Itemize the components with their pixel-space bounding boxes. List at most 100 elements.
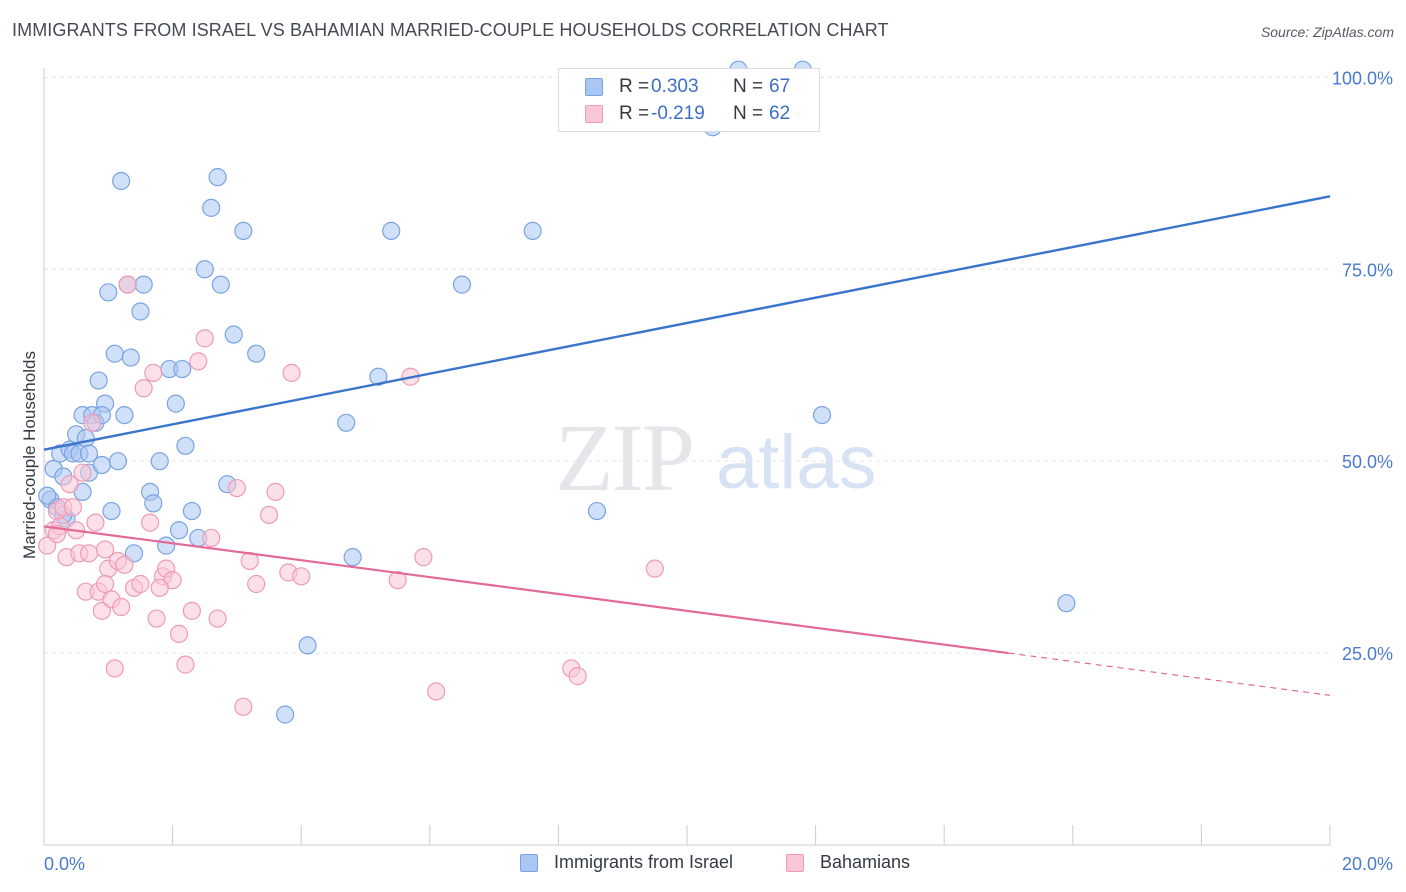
israel-point: [38, 486, 57, 505]
israel-point: [99, 283, 118, 302]
israel-point: [298, 636, 317, 655]
bahamians-point: [83, 413, 102, 432]
bahamians-point: [388, 571, 407, 590]
bahamians-point: [266, 482, 285, 501]
x-tick-label: 20.0%: [1342, 854, 1393, 874]
bahamians-point: [147, 609, 166, 628]
bahamians-point: [60, 475, 79, 494]
bahamians-swatch: [585, 105, 603, 123]
watermark-atlas: atlas: [716, 420, 877, 505]
israel-point: [166, 394, 185, 413]
bahamians-point: [131, 574, 150, 594]
grid: [44, 76, 1330, 654]
israel-trend-line: [43, 195, 1331, 451]
bahamians-point: [150, 578, 169, 597]
stats-row-israel: R = 0.303 N = 67: [559, 74, 819, 100]
watermark-zip: ZIP: [555, 404, 693, 511]
bahamians-point: [47, 525, 66, 544]
israel-point: [276, 705, 295, 724]
bahamians-point: [112, 597, 131, 617]
israel-point: [224, 325, 243, 344]
bahamians-trend-line: [43, 525, 1009, 655]
y-tick-label: 75.0%: [1342, 260, 1393, 280]
bahamians-point: [118, 275, 137, 294]
bahamians-point: [176, 655, 195, 674]
bahamians-point: [95, 574, 115, 594]
bahamians-point: [134, 379, 153, 398]
israel-point: [812, 406, 832, 425]
points: [38, 60, 1076, 724]
bahamians-point: [208, 609, 227, 628]
israel-point: [131, 302, 150, 321]
israel-point: [176, 436, 195, 455]
y-tick-label: 100.0%: [1332, 68, 1393, 88]
israel-point: [102, 501, 121, 521]
israel-point: [105, 344, 124, 363]
n-value: 62: [769, 103, 791, 124]
bahamians-point: [140, 513, 160, 532]
israel-point: [211, 275, 230, 294]
israel-point: [169, 521, 189, 540]
stats-row-bahamians: R = -0.219 N = 62: [559, 101, 819, 127]
r-value: -0.219: [651, 103, 705, 124]
bahamians-point: [86, 513, 105, 532]
y-tick-label: 25.0%: [1342, 644, 1393, 664]
israel-point: [369, 367, 388, 386]
bahamians-point: [227, 478, 246, 498]
source-label: Source: ZipAtlas.com: [1260, 24, 1394, 40]
tick-labels: 25.0% 50.0% 75.0% 100.0% 0.0% 20.0%: [44, 68, 1393, 874]
israel-point: [195, 260, 214, 279]
israel-point: [234, 221, 253, 240]
israel-point: [182, 501, 201, 521]
israel-point: [337, 413, 356, 432]
axes: [43, 68, 1331, 846]
bahamians-point: [105, 659, 124, 678]
israel-point: [121, 348, 140, 367]
israel-point: [1057, 594, 1076, 613]
bahamians-point: [645, 559, 664, 578]
bahamians-point: [63, 498, 83, 517]
israel-point: [134, 275, 153, 294]
israel-point: [382, 221, 401, 240]
bahamians-point: [292, 567, 311, 586]
n-label: N =: [733, 76, 764, 97]
israel-point: [108, 452, 128, 471]
legend-label: Bahamians: [820, 852, 911, 872]
israel-point: [452, 275, 472, 294]
bahamians-point: [202, 528, 221, 548]
r-label: R =: [619, 103, 650, 124]
israel-point: [89, 371, 108, 390]
trend-lines: [43, 195, 1331, 696]
bahamians-point: [95, 540, 115, 559]
r-label: R =: [619, 76, 650, 97]
israel-legend-swatch: [520, 854, 538, 872]
n-label: N =: [733, 103, 764, 124]
bahamians-point: [189, 352, 208, 371]
bahamians-legend-swatch: [786, 854, 804, 872]
bahamians-point: [144, 363, 163, 382]
israel-point: [76, 429, 95, 448]
bahamians-point: [427, 682, 446, 701]
bahamians-point: [568, 667, 587, 686]
n-value: 67: [769, 76, 791, 97]
israel-point: [202, 198, 221, 217]
bahamians-point: [73, 463, 92, 482]
israel-point: [115, 406, 134, 425]
israel-point: [157, 536, 176, 555]
bahamians-point: [182, 601, 201, 620]
chart-title: IMMIGRANTS FROM ISRAEL VS BAHAMIAN MARRI…: [12, 20, 889, 40]
israel-point: [587, 501, 607, 521]
r-value: 0.303: [651, 76, 699, 97]
bahamians-point: [195, 329, 214, 348]
stats-legend: R = 0.303 N = 67 R = -0.219 N = 62: [558, 68, 820, 132]
bahamians-point: [169, 624, 189, 643]
watermark: ZIP atlas: [555, 404, 877, 511]
bahamians-point: [234, 697, 253, 716]
israel-swatch: [585, 78, 603, 96]
israel-point: [173, 359, 192, 379]
x-tick-label: 0.0%: [44, 854, 85, 874]
israel-point: [247, 344, 266, 363]
bahamians-point: [259, 505, 279, 525]
y-tick-label: 50.0%: [1342, 452, 1393, 472]
